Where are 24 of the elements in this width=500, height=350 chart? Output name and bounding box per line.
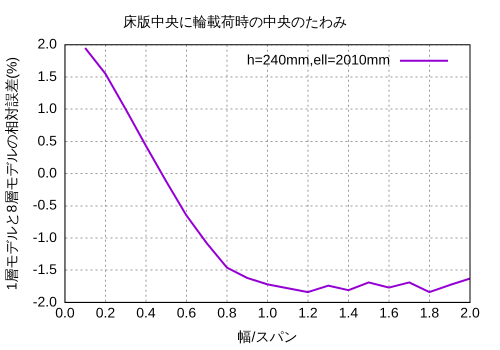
x-tick-label: 1.6 — [379, 304, 399, 321]
chart-title: 床版中央に輪載荷時の中央のたわみ — [123, 13, 347, 30]
y-tick-label: 0.5 — [37, 132, 58, 148]
x-tick-label: 2.0 — [460, 304, 480, 321]
y-tick-label: 2.0 — [37, 36, 58, 52]
x-tick-label: 1.0 — [258, 304, 278, 321]
x-tick-label: 0.8 — [217, 304, 237, 321]
y-tick-label: 1.5 — [37, 68, 58, 84]
x-tick-label: 1.2 — [298, 304, 318, 321]
y-axis-title: 1層モデルと8層モデルの相対誤差(%) — [3, 56, 20, 290]
y-tick-label: -1.5 — [32, 261, 58, 278]
y-tick-label: -1.0 — [32, 228, 58, 245]
y-tick-label: 0.0 — [37, 164, 58, 180]
x-tick-label: 0.4 — [136, 304, 156, 321]
x-tick-label: 0.6 — [176, 304, 196, 321]
x-tick-label: 0.2 — [96, 304, 116, 321]
x-axis-title: 幅/スパン — [238, 328, 298, 344]
x-tick-label: 1.8 — [420, 304, 440, 321]
y-tick-label: -2.0 — [32, 293, 58, 310]
x-tick-label: 1.4 — [338, 304, 358, 321]
legend-label: h=240mm,ell=2010mm — [246, 52, 390, 68]
x-tick-label: 0.0 — [55, 304, 75, 321]
y-tick-label: 1.0 — [37, 100, 58, 116]
y-tick-label: -0.5 — [32, 196, 58, 213]
